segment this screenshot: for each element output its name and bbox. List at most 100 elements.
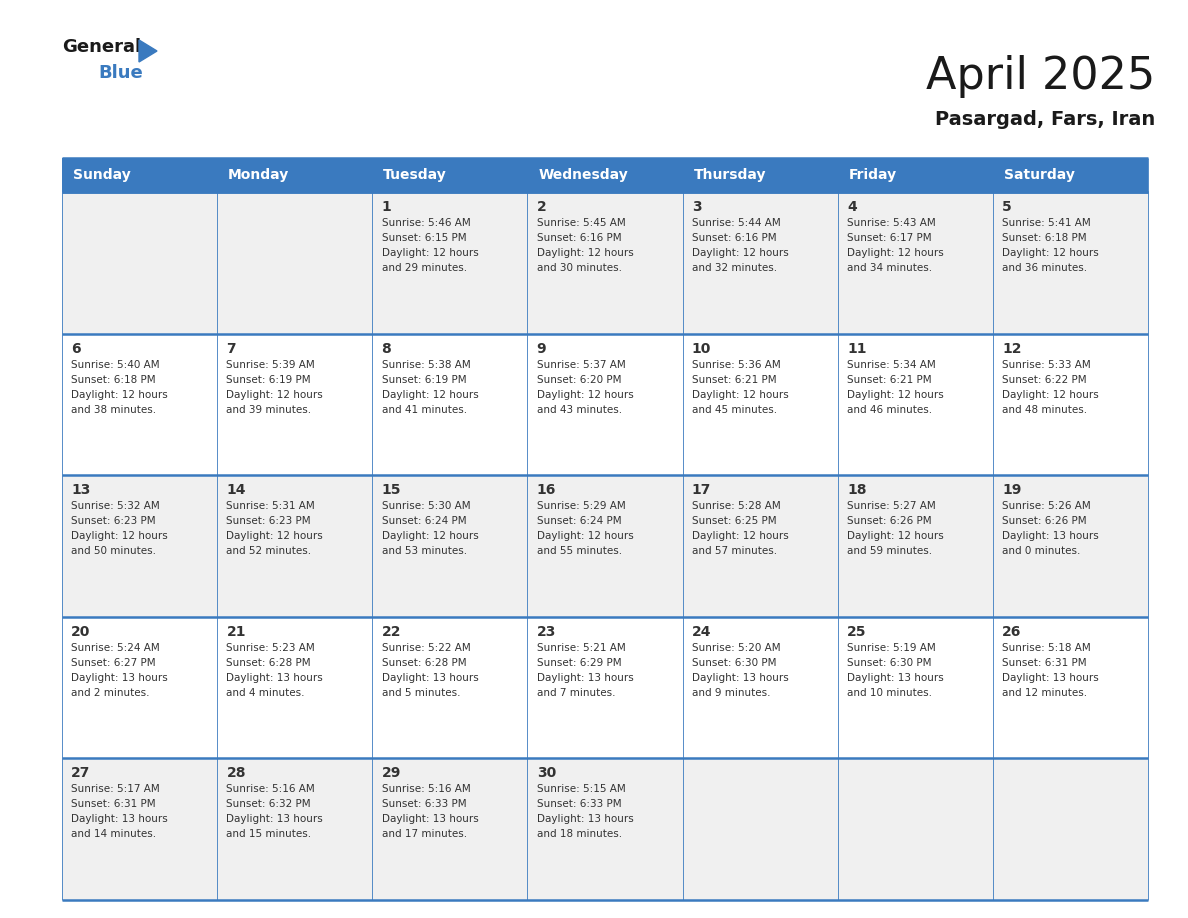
Text: Sunrise: 5:21 AM: Sunrise: 5:21 AM bbox=[537, 643, 626, 653]
Text: Daylight: 13 hours: Daylight: 13 hours bbox=[847, 673, 943, 683]
Bar bbox=[217, 158, 372, 192]
Text: Sunset: 6:33 PM: Sunset: 6:33 PM bbox=[537, 800, 621, 810]
Bar bbox=[217, 192, 372, 333]
Bar bbox=[683, 192, 838, 333]
Bar bbox=[993, 476, 1148, 617]
Bar bbox=[527, 192, 683, 333]
Bar bbox=[62, 333, 217, 476]
Text: and 17 minutes.: and 17 minutes. bbox=[381, 829, 467, 839]
Text: and 53 minutes.: and 53 minutes. bbox=[381, 546, 467, 556]
Bar bbox=[683, 158, 838, 192]
Text: Sunset: 6:33 PM: Sunset: 6:33 PM bbox=[381, 800, 466, 810]
Bar bbox=[838, 192, 993, 333]
Text: Sunset: 6:29 PM: Sunset: 6:29 PM bbox=[537, 658, 621, 667]
Bar bbox=[527, 758, 683, 900]
Text: and 29 minutes.: and 29 minutes. bbox=[381, 263, 467, 273]
Text: and 46 minutes.: and 46 minutes. bbox=[847, 405, 933, 415]
Text: Daylight: 12 hours: Daylight: 12 hours bbox=[1003, 248, 1099, 258]
Text: 24: 24 bbox=[691, 625, 712, 639]
Text: General: General bbox=[62, 38, 141, 56]
Bar bbox=[62, 192, 217, 333]
Bar bbox=[527, 158, 683, 192]
Bar bbox=[993, 758, 1148, 900]
Text: and 38 minutes.: and 38 minutes. bbox=[71, 405, 157, 415]
Text: Daylight: 13 hours: Daylight: 13 hours bbox=[381, 673, 479, 683]
Text: and 32 minutes.: and 32 minutes. bbox=[691, 263, 777, 273]
Bar bbox=[993, 192, 1148, 333]
Text: Daylight: 13 hours: Daylight: 13 hours bbox=[537, 814, 633, 824]
Text: Daylight: 12 hours: Daylight: 12 hours bbox=[381, 389, 479, 399]
Text: 1: 1 bbox=[381, 200, 391, 214]
Text: Sunset: 6:18 PM: Sunset: 6:18 PM bbox=[71, 375, 156, 385]
Text: Sunset: 6:20 PM: Sunset: 6:20 PM bbox=[537, 375, 621, 385]
Text: Sunset: 6:28 PM: Sunset: 6:28 PM bbox=[227, 658, 311, 667]
Text: 27: 27 bbox=[71, 767, 90, 780]
Text: Daylight: 12 hours: Daylight: 12 hours bbox=[381, 532, 479, 542]
Text: Daylight: 12 hours: Daylight: 12 hours bbox=[227, 389, 323, 399]
Text: Sunset: 6:17 PM: Sunset: 6:17 PM bbox=[847, 233, 931, 243]
Text: 19: 19 bbox=[1003, 483, 1022, 498]
Bar bbox=[838, 617, 993, 758]
Text: Sunrise: 5:46 AM: Sunrise: 5:46 AM bbox=[381, 218, 470, 228]
Text: and 57 minutes.: and 57 minutes. bbox=[691, 546, 777, 556]
Text: Sunrise: 5:33 AM: Sunrise: 5:33 AM bbox=[1003, 360, 1091, 370]
Text: Sunset: 6:30 PM: Sunset: 6:30 PM bbox=[691, 658, 777, 667]
Bar bbox=[62, 617, 217, 758]
Text: 3: 3 bbox=[691, 200, 701, 214]
Text: and 34 minutes.: and 34 minutes. bbox=[847, 263, 933, 273]
Bar bbox=[527, 476, 683, 617]
Text: and 0 minutes.: and 0 minutes. bbox=[1003, 546, 1081, 556]
Text: Sunset: 6:27 PM: Sunset: 6:27 PM bbox=[71, 658, 156, 667]
Text: Daylight: 12 hours: Daylight: 12 hours bbox=[381, 248, 479, 258]
Text: Daylight: 12 hours: Daylight: 12 hours bbox=[847, 389, 943, 399]
Text: and 45 minutes.: and 45 minutes. bbox=[691, 405, 777, 415]
Bar bbox=[527, 617, 683, 758]
Text: Daylight: 12 hours: Daylight: 12 hours bbox=[847, 532, 943, 542]
Text: 14: 14 bbox=[227, 483, 246, 498]
Bar bbox=[372, 333, 527, 476]
Text: Wednesday: Wednesday bbox=[538, 168, 628, 182]
Text: 18: 18 bbox=[847, 483, 866, 498]
Text: Sunset: 6:31 PM: Sunset: 6:31 PM bbox=[1003, 658, 1087, 667]
Text: Daylight: 12 hours: Daylight: 12 hours bbox=[537, 248, 633, 258]
Text: Daylight: 13 hours: Daylight: 13 hours bbox=[1003, 673, 1099, 683]
Text: 20: 20 bbox=[71, 625, 90, 639]
Text: 15: 15 bbox=[381, 483, 402, 498]
Text: 16: 16 bbox=[537, 483, 556, 498]
Text: Sunset: 6:24 PM: Sunset: 6:24 PM bbox=[537, 516, 621, 526]
Text: Sunset: 6:19 PM: Sunset: 6:19 PM bbox=[227, 375, 311, 385]
Text: Sunset: 6:26 PM: Sunset: 6:26 PM bbox=[847, 516, 931, 526]
Text: Daylight: 12 hours: Daylight: 12 hours bbox=[537, 532, 633, 542]
Text: Daylight: 12 hours: Daylight: 12 hours bbox=[1003, 389, 1099, 399]
Text: Daylight: 13 hours: Daylight: 13 hours bbox=[691, 673, 789, 683]
Bar bbox=[993, 617, 1148, 758]
Text: 2: 2 bbox=[537, 200, 546, 214]
Text: and 36 minutes.: and 36 minutes. bbox=[1003, 263, 1087, 273]
Text: 17: 17 bbox=[691, 483, 712, 498]
Text: Daylight: 12 hours: Daylight: 12 hours bbox=[847, 248, 943, 258]
Text: Daylight: 13 hours: Daylight: 13 hours bbox=[381, 814, 479, 824]
Text: 6: 6 bbox=[71, 341, 81, 355]
Text: Blue: Blue bbox=[97, 64, 143, 82]
Text: Daylight: 12 hours: Daylight: 12 hours bbox=[691, 248, 789, 258]
Text: Sunset: 6:22 PM: Sunset: 6:22 PM bbox=[1003, 375, 1087, 385]
Bar bbox=[683, 476, 838, 617]
Text: Sunrise: 5:16 AM: Sunrise: 5:16 AM bbox=[381, 784, 470, 794]
Text: Thursday: Thursday bbox=[694, 168, 766, 182]
Text: Sunrise: 5:31 AM: Sunrise: 5:31 AM bbox=[227, 501, 315, 511]
Text: and 14 minutes.: and 14 minutes. bbox=[71, 829, 157, 839]
Bar bbox=[62, 758, 217, 900]
Bar bbox=[62, 158, 217, 192]
Bar bbox=[217, 333, 372, 476]
Text: 5: 5 bbox=[1003, 200, 1012, 214]
Text: Friday: Friday bbox=[848, 168, 897, 182]
Text: Sunset: 6:16 PM: Sunset: 6:16 PM bbox=[537, 233, 621, 243]
Text: Sunrise: 5:29 AM: Sunrise: 5:29 AM bbox=[537, 501, 626, 511]
Text: Daylight: 13 hours: Daylight: 13 hours bbox=[71, 814, 168, 824]
Bar bbox=[838, 476, 993, 617]
Text: Sunrise: 5:22 AM: Sunrise: 5:22 AM bbox=[381, 643, 470, 653]
Bar bbox=[217, 758, 372, 900]
Text: Daylight: 12 hours: Daylight: 12 hours bbox=[71, 532, 168, 542]
Text: Sunrise: 5:15 AM: Sunrise: 5:15 AM bbox=[537, 784, 626, 794]
Bar bbox=[372, 158, 527, 192]
